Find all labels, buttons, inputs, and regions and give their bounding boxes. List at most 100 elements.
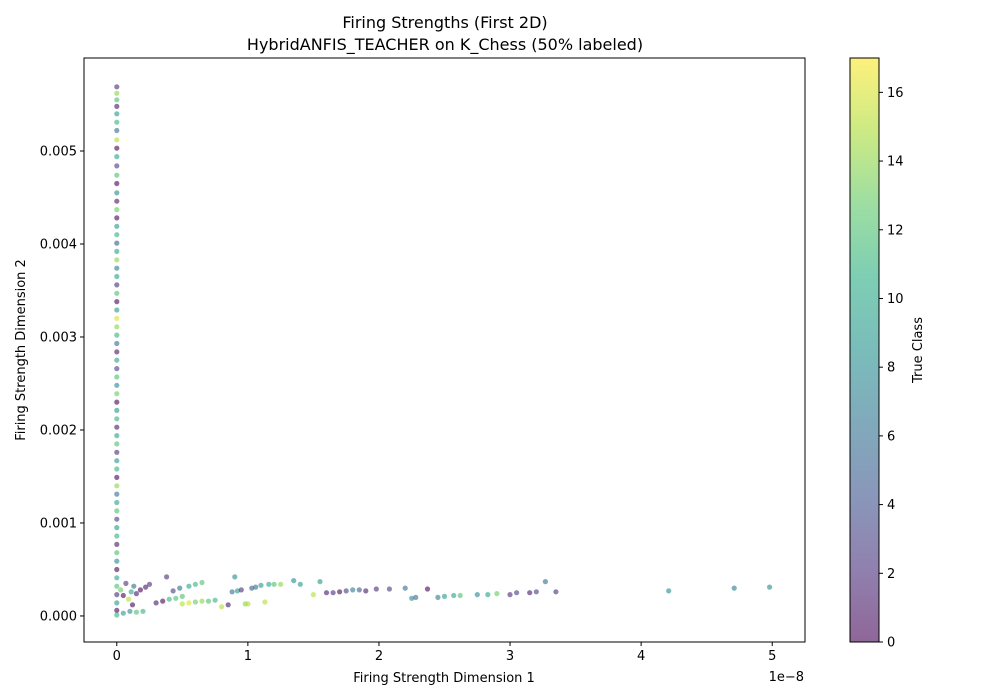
data-point [114,265,120,271]
colorbar-axis: 0 2 4 6 8 10 12 14 16 [879,86,904,651]
data-point [143,584,149,590]
data-point [114,433,120,439]
data-point [114,90,120,96]
data-point [118,587,124,593]
colorbar-tick-label: 2 [887,567,895,582]
data-point [179,601,185,607]
data-point [234,588,240,594]
data-point [114,483,120,489]
data-point [114,466,120,472]
chart-title: Firing Strengths (First 2D) [342,13,547,32]
data-point [114,207,120,213]
data-point [199,579,205,586]
data-point [258,582,264,588]
data-point [507,592,513,598]
y-tick-label: 0.000 [40,609,77,624]
data-point [317,579,323,585]
data-point [114,399,120,405]
data-point [451,592,457,599]
data-point [120,592,126,599]
colorbar-frame [849,57,880,643]
data-point [262,599,268,605]
data-point [114,232,120,238]
scatter-points [114,84,773,618]
data-point [485,592,491,598]
data-point [186,583,192,589]
data-point [166,596,172,602]
colorbar-tick-label: 16 [887,86,904,101]
data-point [114,607,120,614]
data-point [114,474,120,480]
data-point [114,198,120,204]
colorbar-label: True Class [911,317,926,384]
data-point [114,340,120,347]
data-point [291,578,297,584]
data-point [225,602,231,608]
data-point [114,491,120,497]
data-point [533,589,539,595]
data-point [114,391,120,397]
data-point [114,315,120,321]
data-point [164,574,170,580]
data-point [271,581,277,587]
data-point [114,349,120,355]
y-axis-label: Firing Strength Dimension 2 [14,259,29,441]
data-point [114,357,120,363]
data-point [114,592,120,598]
data-point [114,612,120,618]
data-point [114,382,120,388]
data-point [129,602,136,608]
colorbar-tick-label: 4 [887,498,895,513]
colorbar-tick-label: 12 [887,223,904,238]
y-tick-label: 0.003 [40,330,77,345]
data-point [140,608,146,614]
data-point [542,579,549,585]
data-point [114,332,120,338]
data-point [114,299,120,305]
data-point [114,541,120,548]
data-point [232,574,238,580]
data-point [137,587,143,593]
data-point [409,595,415,601]
data-point [114,154,120,160]
data-point [205,598,212,604]
data-point [474,592,480,598]
colorbar [850,58,879,642]
data-point [330,590,336,596]
data-point [133,591,139,597]
data-point [553,589,559,595]
y-axis: 0.000 0.001 0.002 0.003 0.004 0.005 [40,144,84,624]
data-point [114,374,120,380]
data-point [114,416,120,422]
data-point [114,307,120,313]
x-tick-label: 0 [113,649,121,664]
data-point [527,590,533,596]
data-point [131,583,137,589]
data-point [170,588,176,594]
data-point [413,594,419,601]
data-point [114,190,120,196]
data-point [114,273,120,280]
data-point [114,84,120,90]
plot-frame [83,57,806,643]
data-point [114,145,120,151]
data-point [114,163,120,169]
data-point [212,597,218,603]
data-point [114,558,120,564]
data-point [114,119,120,125]
data-point [114,424,120,430]
data-point [114,103,120,109]
data-point [114,324,120,330]
data-point [249,585,255,591]
x-offset-text: 1e−8 [769,670,804,685]
data-point [435,594,441,601]
data-point [123,580,129,587]
data-point [666,588,672,594]
data-point [114,215,120,221]
data-point [114,566,120,573]
data-point [350,587,356,593]
x-tick-label: 2 [375,649,383,664]
x-tick-label: 1 [244,649,252,664]
data-point [229,589,235,595]
data-point [114,366,120,372]
